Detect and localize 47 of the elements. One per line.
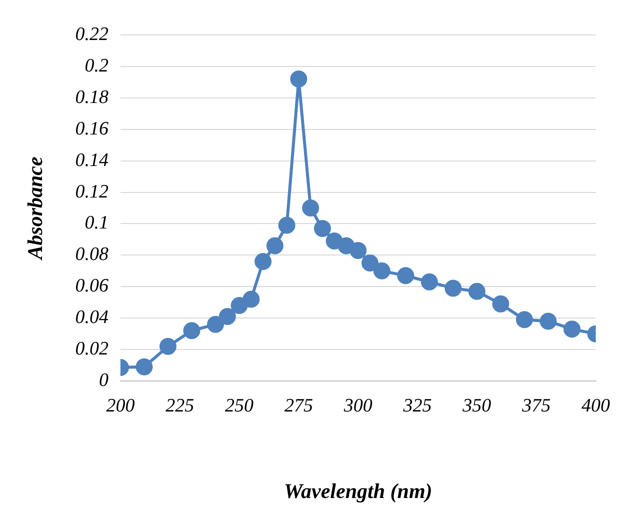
point <box>266 237 284 254</box>
y-tick-label: 0.18 <box>75 86 109 108</box>
y-axis-title: Absorbance <box>23 156 48 262</box>
point <box>350 242 367 259</box>
y-tick-label: 0.08 <box>75 244 109 266</box>
x-tick-label: 250 <box>225 395 254 416</box>
y-tick-label: 0.12 <box>75 181 109 202</box>
point <box>563 320 580 338</box>
point <box>183 322 200 340</box>
y-tick-label: 0.1 <box>84 212 108 234</box>
point <box>159 338 176 355</box>
x-tick-label: 350 <box>462 395 492 416</box>
point <box>207 316 224 333</box>
x-tick-label: 275 <box>284 395 313 416</box>
point <box>444 280 462 297</box>
point <box>218 308 236 326</box>
point <box>278 216 296 234</box>
y-tick-label: 0 <box>98 370 109 391</box>
y-tick-label: 0.2 <box>84 55 109 76</box>
point <box>492 295 510 312</box>
point <box>290 70 308 88</box>
point <box>230 297 248 314</box>
x-tick-label: 400 <box>582 395 610 416</box>
point <box>397 267 414 284</box>
x-tick-label: 325 <box>402 395 432 416</box>
point <box>540 312 557 330</box>
point <box>468 282 486 300</box>
point <box>302 200 320 216</box>
x-tick-label: 300 <box>342 395 373 416</box>
x-tick-label: 200 <box>106 395 136 416</box>
x-tick-label: 375 <box>521 395 551 416</box>
y-tick-label: 0.04 <box>75 307 109 328</box>
x-axis-title: Wavelength (nm) <box>284 478 432 503</box>
point <box>314 220 331 237</box>
point <box>242 290 260 308</box>
x-tick-label: 225 <box>166 395 194 416</box>
y-tick-label: 0.22 <box>75 24 109 45</box>
point <box>516 311 533 328</box>
point <box>136 358 153 376</box>
y-tick-label: 0.16 <box>75 118 109 140</box>
y-tick-label: 0.14 <box>75 150 109 171</box>
point <box>420 273 438 290</box>
point <box>254 252 272 270</box>
point <box>361 254 378 272</box>
y-tick-label: 0.06 <box>75 276 109 297</box>
point <box>373 262 390 280</box>
y-tick-label: 0.02 <box>75 338 109 360</box>
